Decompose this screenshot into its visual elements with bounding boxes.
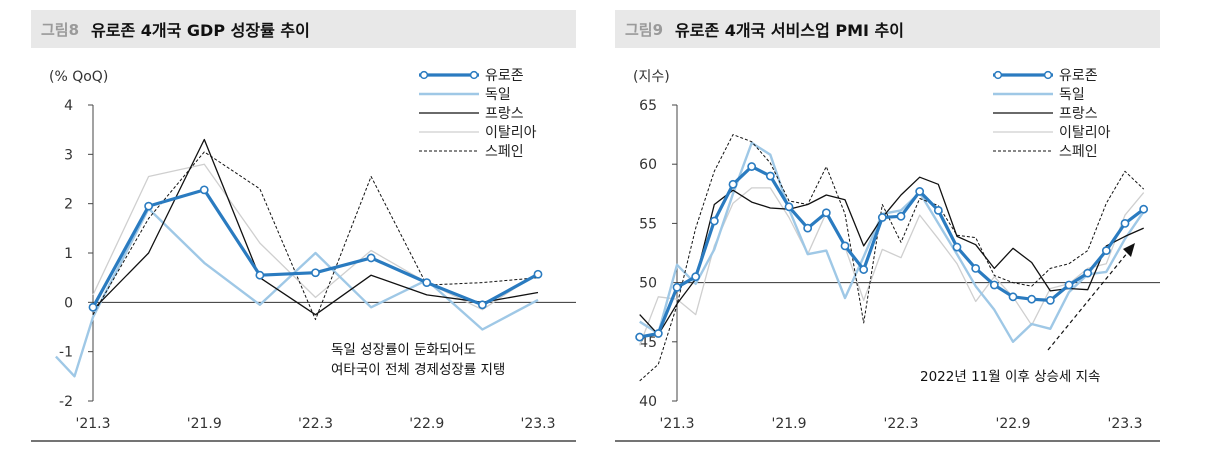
series-point bbox=[765, 171, 775, 181]
series-point bbox=[1083, 268, 1093, 278]
annotation-text: 독일 성장률이 둔화되어도 bbox=[331, 342, 476, 358]
series-point bbox=[311, 268, 320, 278]
legend-label: 유로존 bbox=[485, 68, 524, 84]
legend-marker bbox=[419, 70, 429, 80]
series-point bbox=[803, 223, 813, 233]
chart-title-bar: 그림8 유로존 4개국 GDP 성장률 추이 bbox=[31, 10, 576, 48]
series-point bbox=[144, 201, 154, 211]
series-point bbox=[896, 211, 906, 221]
series-point bbox=[747, 162, 757, 171]
y-tick-label: -1 bbox=[59, 345, 73, 361]
y-tick-label: 3 bbox=[64, 147, 73, 163]
legend-label: 스페인 bbox=[1059, 144, 1098, 160]
series-point bbox=[1101, 246, 1111, 256]
series-point bbox=[1139, 204, 1149, 214]
y-axis-unit-label: (지수) bbox=[633, 69, 670, 85]
y-tick-label: 2 bbox=[64, 197, 73, 213]
figure-label: 그림8 bbox=[41, 20, 80, 39]
trend-arrow-line bbox=[1047, 251, 1129, 351]
chart-panel-gdp: 그림8 유로존 4개국 GDP 성장률 추이 (% QoQ) -2 -1 0 1 2 3 4 '… bbox=[31, 0, 576, 451]
series-point bbox=[728, 179, 738, 189]
x-tick-label: '21.9 bbox=[771, 416, 806, 432]
x-tick-label: '21.3 bbox=[75, 416, 110, 432]
chart-panel-pmi: 그림9 유로존 4개국 서비스업 PMI 추이 (지수) 40 45 50 55 60 65… bbox=[615, 0, 1160, 451]
series-point bbox=[199, 185, 209, 195]
series-point bbox=[691, 272, 701, 282]
y-axis-unit-label: (% QoQ) bbox=[49, 69, 108, 85]
x-tick-label: '23.3 bbox=[520, 416, 555, 432]
series-point bbox=[989, 280, 999, 290]
legend-label: 스페인 bbox=[485, 144, 524, 160]
legend-label: 프랑스 bbox=[485, 106, 524, 122]
y-tick-label: 40 bbox=[639, 394, 657, 410]
x-tick-label: '22.9 bbox=[409, 416, 444, 432]
series-point bbox=[877, 213, 887, 222]
x-tick-label: '22.3 bbox=[298, 416, 333, 432]
series-point bbox=[1008, 292, 1018, 302]
series-point bbox=[422, 278, 432, 287]
series-line bbox=[639, 176, 1144, 336]
series-point bbox=[784, 202, 794, 212]
legend-marker bbox=[1043, 70, 1053, 80]
legend-label: 독일 bbox=[1059, 87, 1085, 103]
chart-title: 유로존 4개국 GDP 성장률 추이 bbox=[91, 21, 310, 40]
services-pmi-chart: (지수)404550556065'21.3'21.9'22.3'22.9'23.… bbox=[615, 68, 1160, 442]
series-line bbox=[92, 151, 539, 321]
legend-marker bbox=[993, 70, 1003, 80]
trend-arrow-head bbox=[1123, 243, 1135, 257]
gdp-growth-chart: (% QoQ) -2 -1 0 1 2 3 4 '21.3 '21.9 '22.3 '22.9 '23.… bbox=[31, 68, 576, 442]
series-point bbox=[859, 265, 869, 274]
series-point bbox=[821, 208, 831, 218]
series-line bbox=[639, 134, 1145, 382]
x-tick-label: '22.3 bbox=[883, 416, 918, 432]
series-line bbox=[639, 141, 1145, 343]
legend-label: 유로존 bbox=[1059, 68, 1098, 84]
series-point bbox=[915, 187, 925, 196]
series-point bbox=[840, 241, 850, 251]
annotation-text: 2022년 11월 이후 상승세 지속 bbox=[920, 369, 1100, 385]
series-line bbox=[92, 163, 539, 311]
series-point bbox=[971, 263, 981, 273]
series-point bbox=[1120, 218, 1130, 228]
series-point bbox=[933, 205, 943, 215]
series-line bbox=[91, 188, 539, 309]
series-point bbox=[366, 253, 376, 263]
legend-label: 이탈리아 bbox=[1059, 125, 1111, 141]
series-line bbox=[92, 138, 539, 316]
series-point bbox=[1027, 294, 1037, 304]
series-point bbox=[952, 242, 962, 252]
y-tick-label: 50 bbox=[639, 276, 657, 292]
chart-title: 유로존 4개국 서비스업 PMI 추이 bbox=[675, 21, 904, 40]
legend-label: 독일 bbox=[485, 87, 511, 103]
y-tick-label: 60 bbox=[639, 157, 657, 173]
y-tick-label: 1 bbox=[64, 246, 73, 262]
series-point bbox=[635, 332, 645, 342]
figure-label: 그림9 bbox=[625, 20, 664, 39]
series-point bbox=[1045, 295, 1055, 305]
series-point bbox=[653, 329, 663, 338]
y-tick-label: 65 bbox=[639, 98, 657, 114]
series-point bbox=[477, 300, 487, 310]
annotation-text: 여타국이 전체 경제성장률 지탱 bbox=[331, 362, 505, 378]
series-point bbox=[672, 282, 682, 292]
x-tick-label: '21.9 bbox=[187, 416, 222, 432]
series-point bbox=[533, 269, 543, 279]
chart-title-bar: 그림9 유로존 4개국 서비스업 PMI 추이 bbox=[615, 10, 1160, 48]
x-tick-label: '23.3 bbox=[1107, 416, 1142, 432]
series-point bbox=[88, 302, 98, 312]
series-point bbox=[255, 270, 265, 280]
series-line bbox=[55, 207, 539, 378]
x-tick-label: '22.9 bbox=[995, 416, 1030, 432]
series-line bbox=[639, 165, 1145, 339]
legend-marker bbox=[469, 70, 479, 80]
y-tick-label: 0 bbox=[64, 295, 73, 311]
y-tick-label: 4 bbox=[64, 98, 73, 114]
legend-label: 프랑스 bbox=[1059, 106, 1098, 122]
legend-label: 이탈리아 bbox=[485, 125, 537, 141]
x-tick-label: '21.3 bbox=[659, 416, 694, 432]
y-tick-label: -2 bbox=[59, 394, 73, 410]
series-point bbox=[709, 216, 719, 226]
series-point bbox=[1064, 280, 1074, 290]
y-tick-label: 55 bbox=[639, 216, 657, 232]
